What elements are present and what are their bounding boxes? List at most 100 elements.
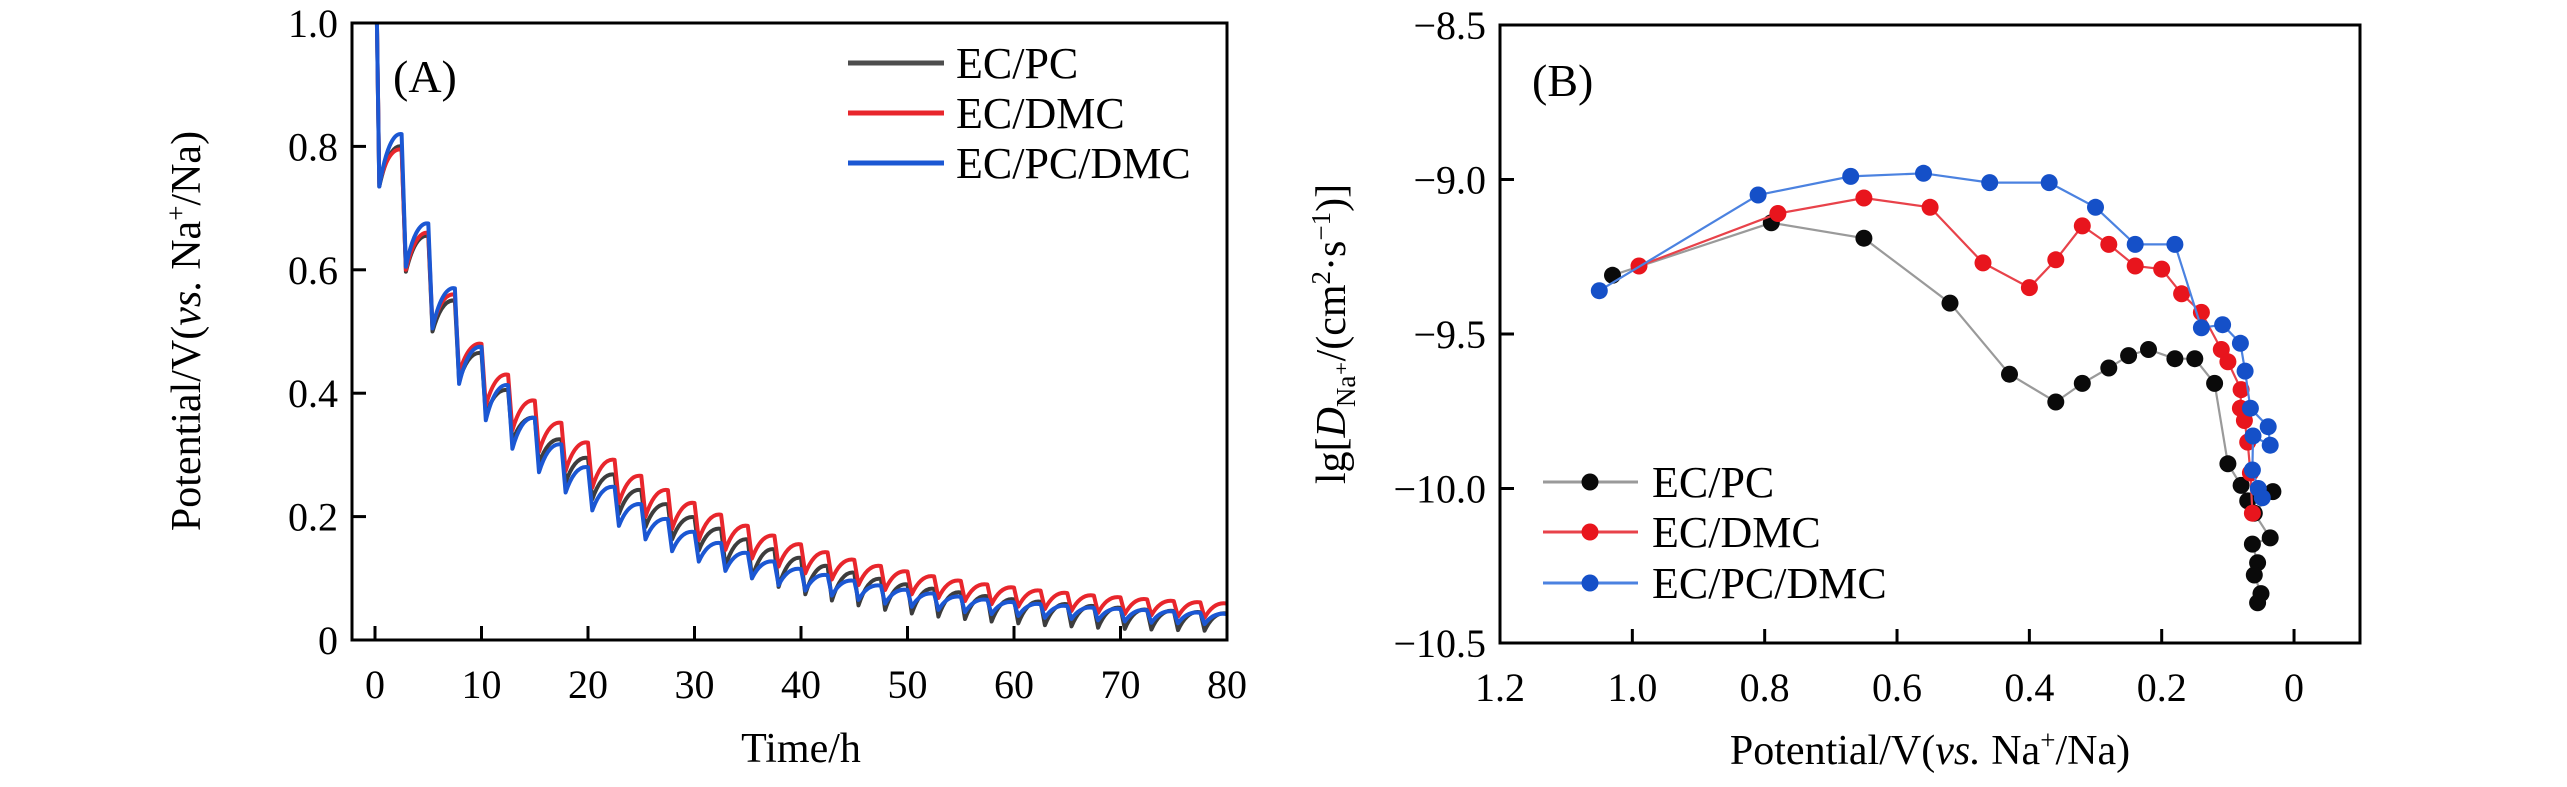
data-point — [2073, 374, 2091, 392]
y-tick-label: −9.5 — [1413, 312, 1486, 357]
x-tick-label: 70 — [1101, 662, 1141, 707]
x-tick-label: 0 — [365, 662, 385, 707]
data-point — [1604, 266, 1621, 284]
data-point — [2140, 341, 2157, 358]
data-point — [2261, 529, 2279, 547]
legend-label: EC/PC — [1652, 458, 1774, 507]
legend-label: EC/PC/DMC — [956, 139, 1191, 188]
data-point — [2126, 235, 2144, 253]
data-point — [2231, 334, 2249, 352]
panel-a-x-axis-title: Time/h — [741, 726, 861, 772]
data-point — [2259, 418, 2277, 436]
x-tick-label: 50 — [888, 662, 928, 707]
legend-item: EC/PC/DMC — [848, 139, 1191, 188]
y-tick-label: −10.5 — [1393, 621, 1486, 666]
panel-b-y-axis-title: lg[DNa⁺/(cm2·s−1)] — [1306, 184, 1361, 484]
data-point — [2047, 393, 2065, 411]
data-point — [1769, 205, 1787, 222]
data-point — [2245, 566, 2263, 584]
legend-label: EC/PC — [956, 39, 1078, 88]
data-point — [2166, 350, 2184, 368]
y-tick-label: −10.0 — [1393, 467, 1486, 512]
diffusion-line-ec-pc-dmc — [1598, 172, 2272, 499]
x-tick-label: 60 — [994, 662, 1034, 707]
data-point — [2087, 198, 2104, 216]
data-point — [2243, 504, 2261, 522]
legend-item: EC/PC — [848, 39, 1078, 88]
panel-b-legend: EC/PC EC/DMC EC/PC/DMC — [1543, 458, 1887, 608]
legend-dot-swatch — [1581, 523, 1599, 541]
y-tick-label: −9.0 — [1413, 158, 1486, 203]
panel-a: 0 10 20 30 40 50 60 70 80 0 0.2 0.4 0.6 0.8 1.0 (A) Ti… — [161, 1, 1247, 772]
data-point — [1842, 167, 1860, 185]
x-tick-label: 80 — [1207, 662, 1247, 707]
panel-a-legend: EC/PC EC/DMC EC/PC/DMC — [848, 39, 1191, 188]
gitt-curve-ec-dmc — [374, 23, 1227, 620]
data-point — [1921, 198, 1939, 216]
x-tick-label: 0.6 — [1872, 665, 1922, 710]
y-tick-label: −8.5 — [1413, 3, 1486, 48]
data-point — [2047, 251, 2065, 269]
data-point — [2100, 235, 2118, 253]
legend-label: EC/DMC — [956, 89, 1125, 138]
legend-item: EC/PC/DMC — [1543, 559, 1887, 608]
y-tick-label: 1.0 — [288, 1, 338, 46]
y-tick-label: 0.6 — [288, 248, 338, 293]
data-point — [2173, 285, 2191, 303]
data-point — [2219, 353, 2237, 371]
legend-item: EC/DMC — [1543, 508, 1821, 557]
gitt-curve-ec-pc-dmc — [374, 23, 1227, 626]
panel-b-series — [1590, 164, 2282, 612]
data-point — [2243, 461, 2261, 479]
panel-a-series — [374, 23, 1227, 633]
x-tick-label: 0.2 — [2137, 665, 2187, 710]
data-point — [2166, 235, 2184, 253]
legend-label: EC/PC/DMC — [1652, 559, 1887, 608]
data-point — [2126, 257, 2144, 275]
data-point — [2219, 455, 2237, 473]
legend-label: EC/DMC — [1652, 508, 1821, 557]
y-tick-label: 0.8 — [288, 124, 338, 169]
y-tick-label: 0 — [318, 618, 338, 663]
data-point — [2073, 217, 2091, 235]
y-tick-label: 0.2 — [288, 495, 338, 540]
x-tick-label: 0.4 — [2004, 665, 2054, 710]
data-point — [2020, 279, 2038, 297]
panel-a-label: (A) — [393, 51, 457, 102]
data-point — [1981, 174, 1999, 192]
data-point — [2192, 319, 2210, 337]
x-tick-label: 1.2 — [1475, 665, 1525, 710]
x-tick-label: 1.0 — [1607, 665, 1657, 710]
x-tick-label: 30 — [675, 662, 715, 707]
data-point — [1855, 229, 1873, 247]
legend-dot-swatch — [1581, 473, 1599, 491]
panel-b-x-axis-title: Potential/V(vs. Na+/Na) — [1730, 725, 2130, 774]
x-tick-label: 10 — [462, 662, 502, 707]
data-point — [1915, 164, 1932, 182]
legend-item: EC/DMC — [848, 89, 1125, 138]
data-point — [2206, 374, 2224, 392]
x-tick-label: 20 — [568, 662, 608, 707]
data-point — [2040, 174, 2058, 192]
data-point — [1941, 294, 1959, 312]
data-point — [1974, 254, 1992, 272]
y-tick-label: 0.4 — [288, 371, 338, 416]
data-point — [2120, 347, 2138, 365]
data-point — [2253, 489, 2271, 507]
data-point — [2244, 427, 2262, 445]
data-point — [2261, 436, 2279, 454]
panel-b-frame — [1498, 23, 2362, 645]
data-point — [2186, 350, 2204, 368]
data-point — [2100, 359, 2118, 377]
panel-a-axes: 0 10 20 30 40 50 60 70 80 0 0.2 0.4 0.6 0.8 1.0 — [288, 1, 1247, 707]
x-tick-label: 40 — [781, 662, 821, 707]
panel-b-label: (B) — [1532, 55, 1593, 106]
data-point — [2001, 365, 2018, 383]
panel-a-frame — [350, 21, 1229, 642]
data-point — [2232, 476, 2250, 494]
data-point — [2214, 316, 2232, 334]
x-tick-label: 0.8 — [1740, 665, 1790, 710]
panel-a-y-axis-title: Potential/V(vs. Na+/Na) — [161, 131, 210, 531]
data-point — [2249, 594, 2267, 612]
